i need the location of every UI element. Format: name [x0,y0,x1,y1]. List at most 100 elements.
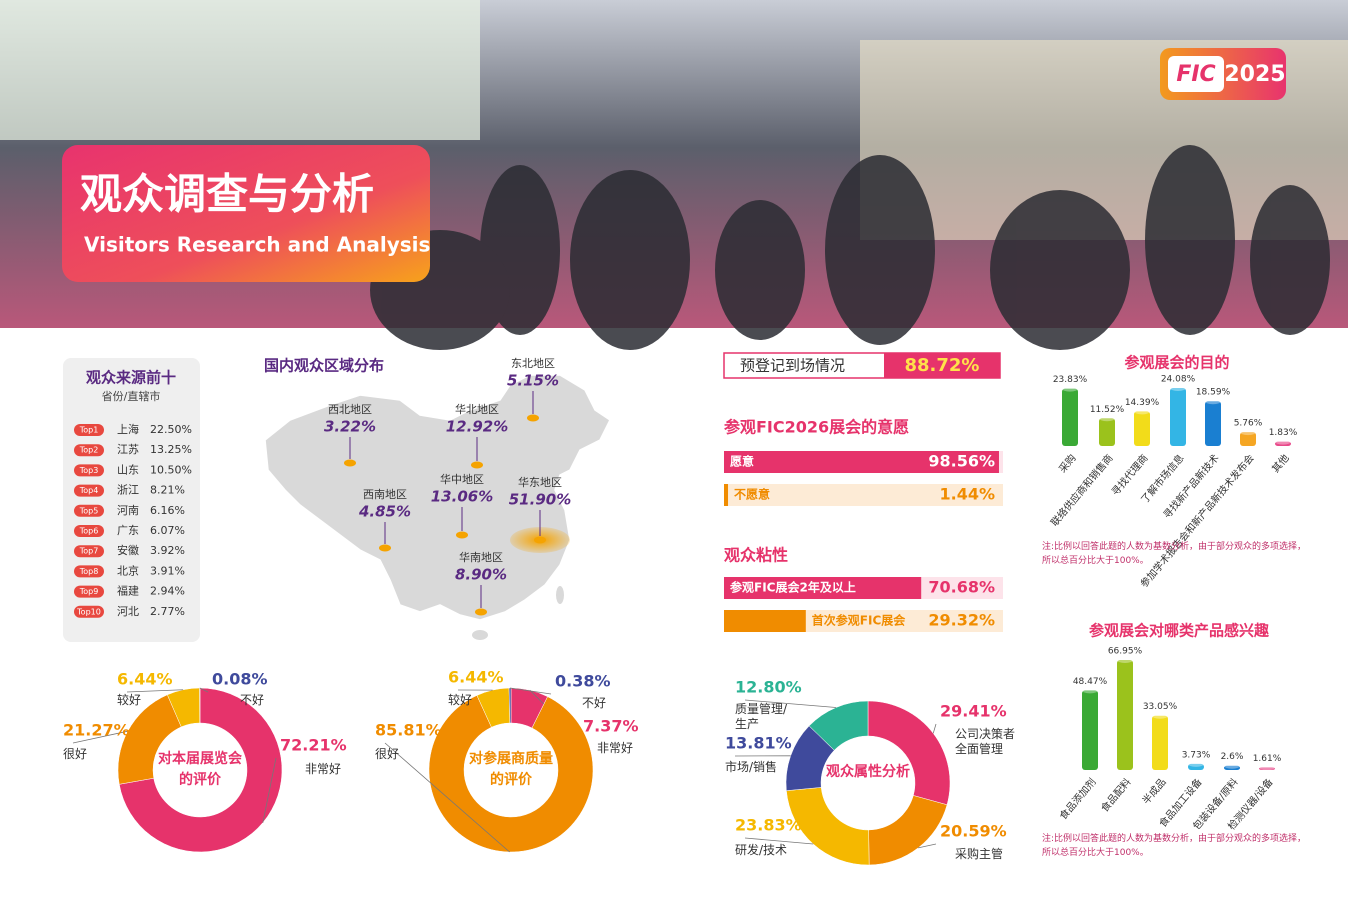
crowd [370,145,1330,350]
bar-value: 3.73% [1182,750,1211,760]
hainan [472,630,488,640]
donut-slice [868,795,948,866]
region-value: 13.06% [431,488,493,506]
bar [1062,388,1078,446]
region-value: 3.22% [324,418,376,436]
province: 浙江 [117,484,139,497]
rank-badge [74,444,104,457]
leader-line [744,699,837,708]
bar-cap [1188,760,1204,767]
logo-text: FIC [1176,62,1215,87]
leader-line [932,723,937,734]
slice-label: 很好 [63,747,88,761]
slice-label: 较好 [448,693,473,707]
rank: Top7 [79,547,99,556]
share: 22.50% [150,423,192,436]
province: 河北 [117,605,139,618]
bar-label: 联络供应商和销售商 [1048,452,1116,529]
slice-value: 6.44% [448,668,504,687]
rank: Top2 [79,446,99,455]
rank-badge [74,605,104,618]
rank: Top4 [79,486,99,495]
bar-value: 18.59% [1196,388,1231,398]
slice-value: 6.44% [117,670,173,689]
region-dot [379,544,391,552]
bar-label: 首次参观FIC展会 [812,613,906,628]
bar-label: 半成品 [1139,776,1168,807]
bar-value: 48.47% [1073,677,1108,687]
province: 北京 [117,563,139,577]
province: 河南 [117,504,139,517]
slice-label: 公司决策者全面管理 [955,727,1016,756]
bar-value: 1.44% [939,485,995,504]
region-dot [527,414,539,422]
slice-value: 0.38% [555,672,611,691]
bar-value: 2.6% [1221,752,1244,762]
rank: Top9 [79,587,99,596]
share: 6.07% [150,524,185,537]
share: 10.50% [150,463,192,476]
donut-slice [508,687,512,724]
bar [724,610,806,632]
share: 3.91% [150,564,185,577]
prereg-value: 88.72% [905,355,980,376]
prereg-fill [884,353,1000,378]
slice-label: 很好 [375,747,400,761]
chart-title: 参观展会的目的 [1124,354,1229,372]
bar-value: 5.76% [1234,419,1263,429]
bar-cap [1240,429,1256,436]
region-dot [475,608,487,616]
bar [1188,763,1204,770]
donut-title: 对参展商质量的评价 [469,751,553,788]
donut-slice [808,700,869,751]
top10-subtitle: 省份/直辖市 [102,389,161,403]
leader-line [72,730,128,744]
region-name: 华北地区 [455,402,499,416]
region-value: 12.92% [446,418,508,436]
rank: Top10 [76,607,101,616]
leader-line [744,837,814,845]
province: 安徽 [117,543,139,557]
donut-slice [118,687,283,853]
rank: Top6 [79,527,99,536]
bar [1275,441,1291,446]
prereg-label: 预登记到场情况 [740,357,845,375]
bar-value: 14.39% [1125,398,1160,408]
region-dot [456,531,468,539]
region-name: 西南地区 [363,488,407,501]
bar-cap [1224,762,1240,769]
bar-label: 寻找代理商 [1108,452,1150,499]
slice-value: 0.08% [212,670,268,689]
bar [1259,767,1275,770]
bar-value: 24.08% [1161,375,1196,385]
rank-badge [74,424,104,436]
province: 福建 [117,584,139,598]
title-box [62,145,430,282]
slice-value: 7.37% [583,717,639,736]
logo-year: 2025 [1224,62,1285,87]
region-value: 51.90% [509,491,571,509]
bar [1117,660,1133,770]
bar-value: 23.83% [1053,375,1088,385]
province: 山东 [117,463,139,476]
bar [1205,401,1221,446]
bar-cap [1082,687,1098,694]
bar-value: 1.83% [1269,428,1298,438]
donut-slice [428,695,594,853]
rank-badge [74,464,104,477]
bar-label: 参观FIC展会2年及以上 [730,580,856,595]
rank: Top1 [79,426,99,435]
bar [1099,418,1115,446]
leader-line [384,742,510,853]
chart-note: 注:比例以回答此题的人数为基数分析，由于部分观众的多项选择，所以总百分比大于10… [1042,834,1307,858]
province: 上海 [117,422,139,436]
bar-cap [1134,408,1150,415]
chart-title: 参观展会对哪类产品感兴趣 [1089,622,1270,640]
chart-title: 观众粘性 [724,546,788,565]
bar-value: 29.32% [928,611,995,630]
province: 广东 [117,524,139,537]
bar-cap [1152,712,1168,719]
donut-title: 观众属性分析 [826,764,910,780]
logo-inner [1168,56,1224,92]
leader-line [918,843,937,849]
